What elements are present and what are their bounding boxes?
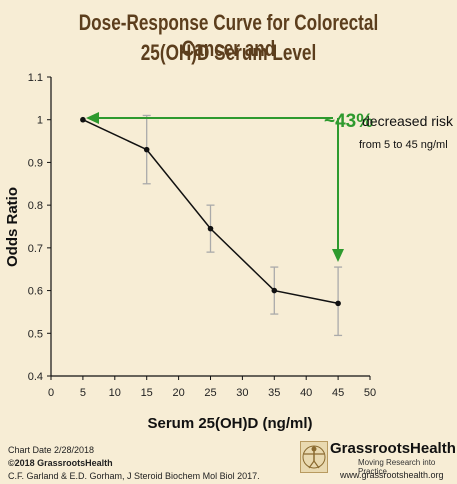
error-bars [142,114,343,337]
data-point [143,146,150,153]
data-points [80,116,341,307]
x-tick-label: 30 [236,387,248,399]
y-tick-label: 0.5 [28,328,43,340]
data-point [207,225,214,232]
chart-ticks: 0.4 0.5 0.6 0.7 0.8 0.9 1 1.1 0 5 10 15 20 25 30 35 40 45… [28,72,376,399]
annotation-percent: ~43% [324,111,373,132]
copyright: ©2018 GrassrootsHealth [8,458,113,468]
data-point [335,300,341,307]
annotation-subtext: from 5 to 45 ng/ml [359,139,448,151]
chart-svg: 0.4 0.5 0.6 0.7 0.8 0.9 1 1.1 0 5 10 15 20 25 30 35 40 45… [4,72,454,432]
annotation: ~43% decreased risk from 5 to 45 ng/ml [86,111,454,262]
y-tick-label: 0.6 [28,286,43,298]
x-tick-label: 15 [141,387,153,399]
x-tick-label: 45 [332,387,344,399]
x-tick-label: 40 [300,387,312,399]
y-tick-label: 1.1 [28,72,43,84]
y-tick-label: 0.9 [28,157,43,169]
chart-title-line1: Dose-Response Curve for Colorectal Cance… [78,10,379,61]
y-tick-label: 1 [37,115,43,127]
annotation-left-arrowhead [86,112,99,124]
annotation-text: decreased risk [362,113,454,129]
x-tick-label: 20 [172,387,184,399]
y-axis-label: Odds Ratio [4,187,21,267]
x-tick-label: 0 [48,387,54,399]
logo-name: GrassrootsHealth [330,440,456,457]
logo-tagline: Moving Research into Practice [358,458,436,476]
x-axis-label: Serum 25(OH)D (ng/ml) [147,415,312,432]
x-tick-label: 50 [364,387,376,399]
annotation-down-arrowhead [332,249,344,262]
x-tick-label: 5 [80,387,86,399]
y-tick-label: 0.8 [28,200,43,212]
x-tick-label: 25 [204,387,216,399]
data-point [80,116,86,123]
x-tick-label: 10 [109,387,121,399]
chart-date: Chart Date 2/28/2018 [8,445,95,455]
vitruvian-man-icon [300,441,328,473]
data-point [271,287,278,294]
y-tick-label: 0.7 [28,243,43,255]
chart-title-line2: 25(OH)D Serum Level [140,40,317,65]
y-tick-label: 0.4 [28,371,43,383]
x-tick-label: 35 [268,387,280,399]
logo-url: www.grassrootshealth.org [340,470,444,480]
citation: C.F. Garland & E.D. Gorham, J Steroid Bi… [8,471,260,481]
